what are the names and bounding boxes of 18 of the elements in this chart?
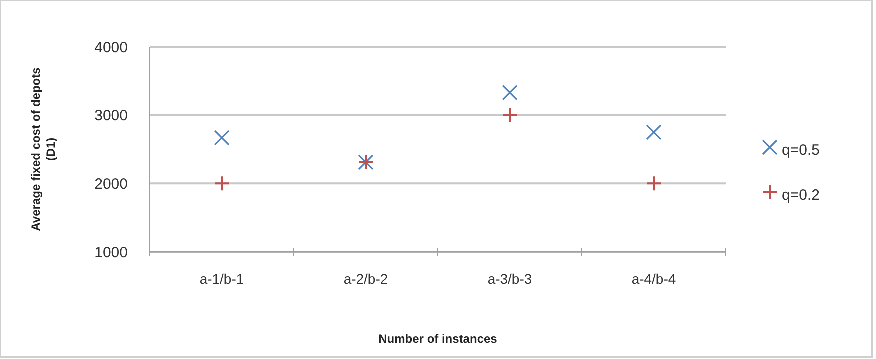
x-tick-label: a-1/b-1	[200, 271, 244, 287]
y-axis-title: Average fixed cost of depots (D1)	[29, 67, 58, 232]
x-tick-label: a-3/b-3	[488, 271, 532, 287]
point	[214, 176, 230, 192]
legend-label: q=0.2	[782, 187, 820, 204]
x-tick-label: a-4/b-4	[632, 271, 676, 287]
legend-label: q=0.5	[782, 142, 820, 159]
point	[646, 176, 662, 192]
x-axis-title: Number of instances	[378, 332, 498, 346]
y-tick-label: 1000	[94, 244, 128, 262]
x-tick-label: a-2/b-2	[344, 271, 388, 287]
point	[214, 130, 230, 146]
point	[502, 107, 518, 124]
point	[502, 84, 518, 101]
y-tick-label: 3000	[94, 108, 128, 125]
y-tick-label: 4000	[94, 39, 128, 56]
point	[646, 124, 662, 140]
y-tick-label: 2000	[94, 176, 128, 193]
